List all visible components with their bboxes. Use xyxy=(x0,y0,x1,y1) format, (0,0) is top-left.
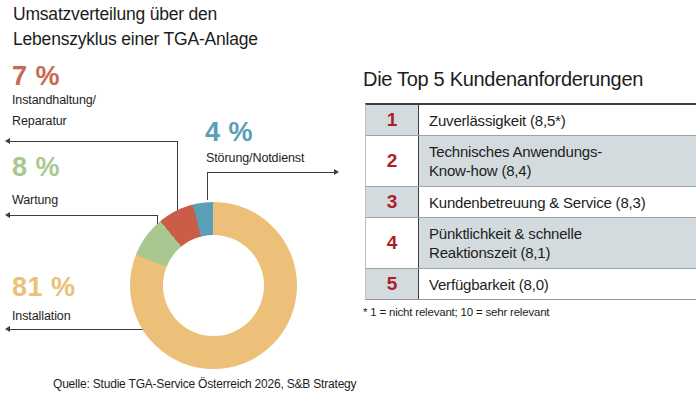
leader-line-stoerung-h xyxy=(207,172,335,173)
arrowhead-icon xyxy=(5,212,10,218)
rank-cell: 5 xyxy=(366,269,418,299)
rank-cell: 4 xyxy=(366,218,418,268)
segment-label-wartung: Wartung xyxy=(12,190,58,211)
chart-title-line2: Lebenszyklus einer TGA-Anlage xyxy=(13,27,258,52)
leader-line-stoerung-v xyxy=(207,172,208,200)
requirement-cell: Zuverlässigkeit (8,5*) xyxy=(418,105,696,135)
leader-line-installation-h xyxy=(10,329,144,330)
table-row: 1 Zuverlässigkeit (8,5*) xyxy=(366,105,696,136)
source-note: Quelle: Studie TGA-Service Österreich 20… xyxy=(53,377,356,391)
leader-line-wartung-h xyxy=(10,215,158,216)
donut-chart xyxy=(130,202,297,369)
pct-label-instandhaltung: 7 % xyxy=(12,63,60,90)
arrowhead-icon xyxy=(5,326,10,332)
table-row: 3 Kundenbetreuung & Service (8,3) xyxy=(366,187,696,218)
rank-cell: 2 xyxy=(366,136,418,186)
segment-label-installation: Installation xyxy=(12,306,71,327)
table-title: Die Top 5 Kundenanforderungen xyxy=(363,68,643,91)
leader-line-instandhaltung-v xyxy=(177,141,178,212)
requirement-cell: Kundenbetreuung & Service (8,3) xyxy=(418,187,696,217)
pct-label-wartung: 8 % xyxy=(12,154,60,181)
table-footnote: * 1 = nicht relevant; 10 = sehr relevant xyxy=(363,306,549,318)
table-row: 2 Technisches Anwendungs- Know-how (8,4) xyxy=(366,136,696,187)
requirement-cell: Technisches Anwendungs- Know-how (8,4) xyxy=(418,136,696,186)
arrowhead-icon xyxy=(5,138,10,144)
rank-cell: 1 xyxy=(366,105,418,135)
leader-line-instandhaltung-h xyxy=(10,141,177,142)
segment-label-stoerung: Störung/Notdienst xyxy=(206,148,304,169)
requirement-cell: Pünktlichkeit & schnelle Reaktionszeit (… xyxy=(418,218,696,268)
chart-title: Umsatzverteilung über den Lebenszyklus e… xyxy=(13,2,258,52)
rank-cell: 3 xyxy=(366,187,418,217)
pct-label-stoerung: 4 % xyxy=(205,119,253,146)
table-row: 5 Verfügbarkeit (8,0) xyxy=(366,269,696,299)
top5-table: 1 Zuverlässigkeit (8,5*) 2 Technisches A… xyxy=(365,103,696,300)
arrowhead-icon xyxy=(334,169,339,175)
pct-label-installation: 81 % xyxy=(12,274,76,301)
table-row: 4 Pünktlichkeit & schnelle Reaktionszeit… xyxy=(366,218,696,269)
chart-title-line1: Umsatzverteilung über den xyxy=(13,2,258,27)
requirement-cell: Verfügbarkeit (8,0) xyxy=(418,269,696,299)
segment-label-instandhaltung: Instandhaltung/ Reparatur xyxy=(12,90,96,132)
